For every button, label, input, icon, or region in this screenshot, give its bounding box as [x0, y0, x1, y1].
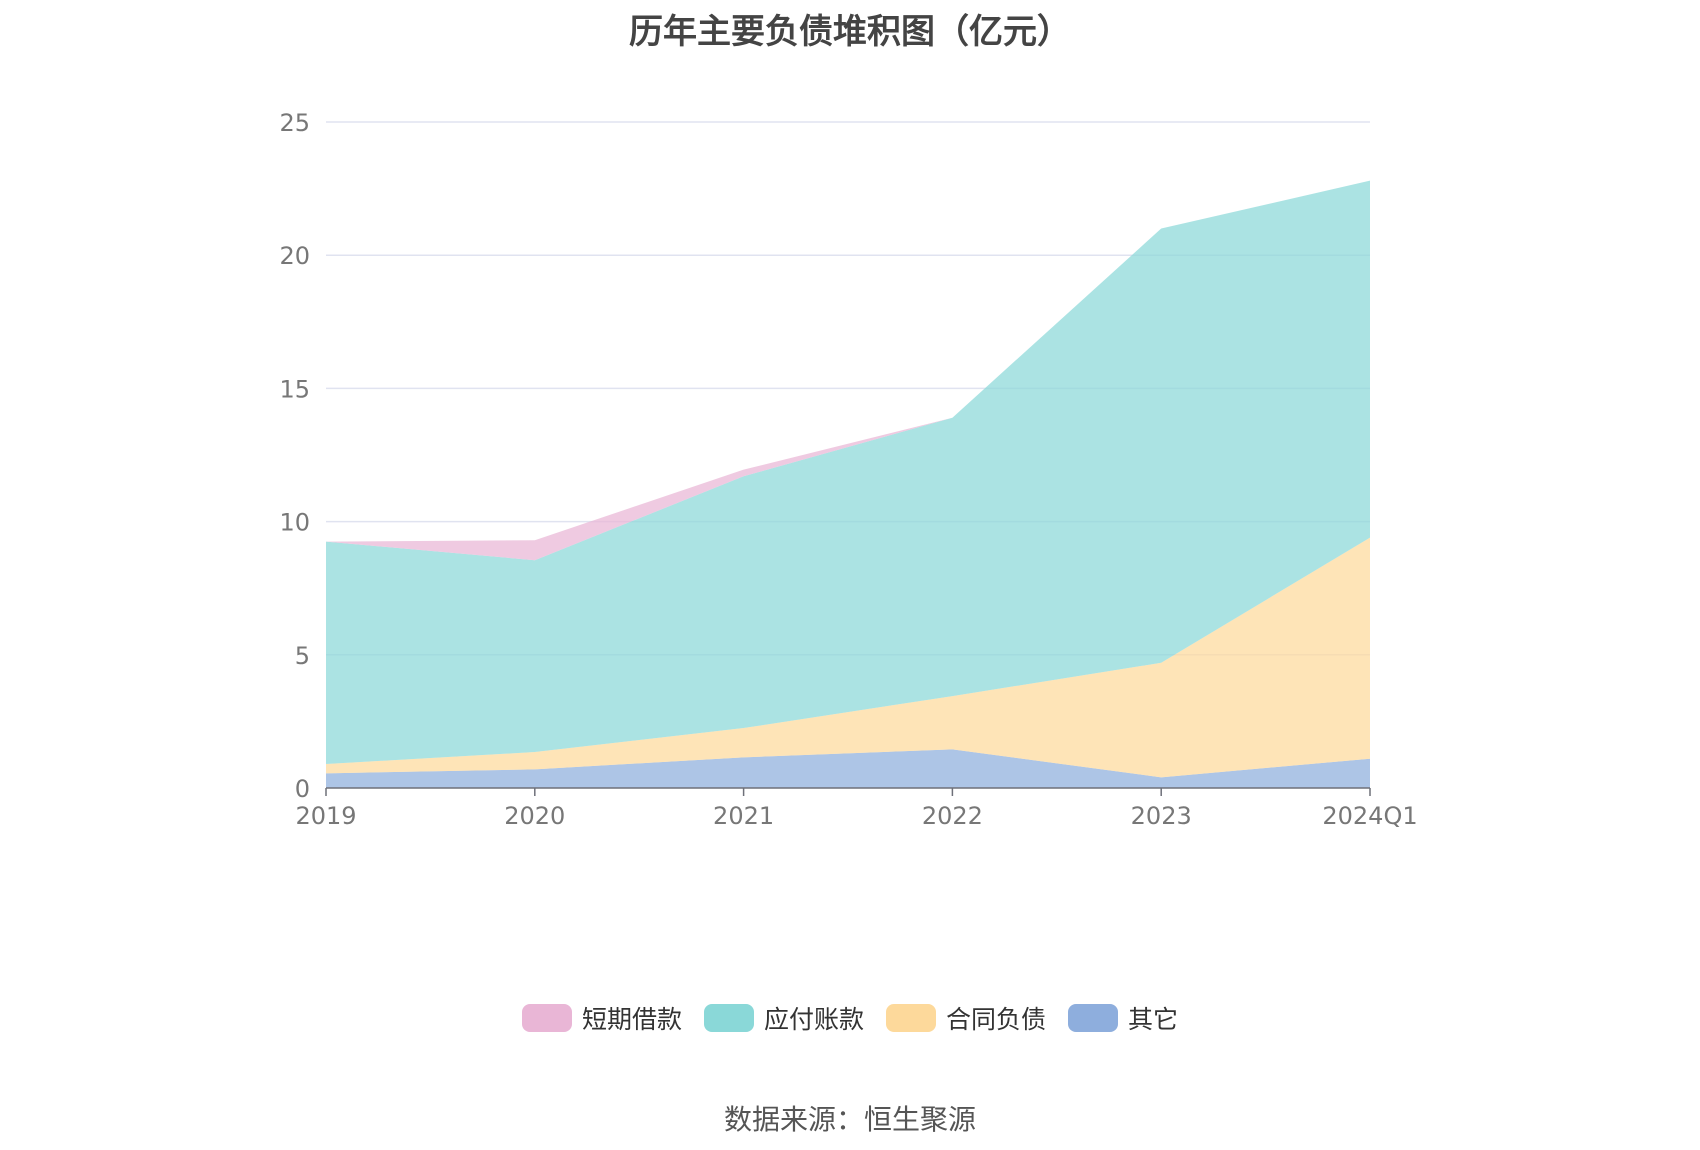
legend-swatch [886, 1004, 936, 1032]
legend-label: 合同负债 [946, 1005, 1047, 1034]
legend-item-短期借款[interactable]: 短期借款 [521, 1000, 682, 1036]
legend-label: 其它 [1128, 1005, 1179, 1034]
x-tick-label-2020: 2020 [504, 802, 565, 830]
y-tick-label-20: 20 [279, 242, 310, 270]
legend-item-合同负债[interactable]: 合同负债 [886, 1000, 1046, 1036]
area-应付账款 [326, 180, 1370, 765]
area-合同负债 [326, 537, 1370, 778]
legend-label: 短期借款 [581, 1005, 682, 1034]
y-tick-label-0: 0 [295, 775, 310, 803]
x-tick-label-2019: 2019 [295, 802, 356, 830]
axes: 0 5 10 15 20 25 2019 2020 2021 2022 2023 2024Q1 [279, 109, 1417, 830]
y-tick-label-25: 25 [279, 109, 310, 137]
legend-item-其它[interactable]: 其它 [1068, 1000, 1178, 1036]
area-series [326, 180, 1370, 788]
chart-title: 历年主要负债堆积图（亿元） [629, 12, 1071, 52]
legend-swatch [703, 1004, 754, 1032]
x-tick-label-2023: 2023 [1131, 802, 1192, 830]
legend-swatch [521, 1004, 572, 1032]
x-tick-label-2021: 2021 [713, 802, 774, 830]
x-tick-label-2024Q1: 2024Q1 [1322, 802, 1417, 830]
area-其它 [326, 749, 1370, 788]
y-tick-label-10: 10 [279, 509, 310, 537]
x-tick-label-2022: 2022 [922, 802, 983, 830]
y-tick-label-5: 5 [295, 642, 310, 670]
legend-label: 应付账款 [763, 1005, 864, 1034]
y-tick-label-15: 15 [279, 375, 310, 403]
data-source: 数据来源：恒生聚源 [723, 1103, 976, 1136]
legend-item-应付账款[interactable]: 应付账款 [703, 1000, 864, 1036]
legend: 短期借款 应付账款 合同负债 其它 [0, 1000, 1700, 1036]
legend-swatch [1068, 1004, 1119, 1032]
